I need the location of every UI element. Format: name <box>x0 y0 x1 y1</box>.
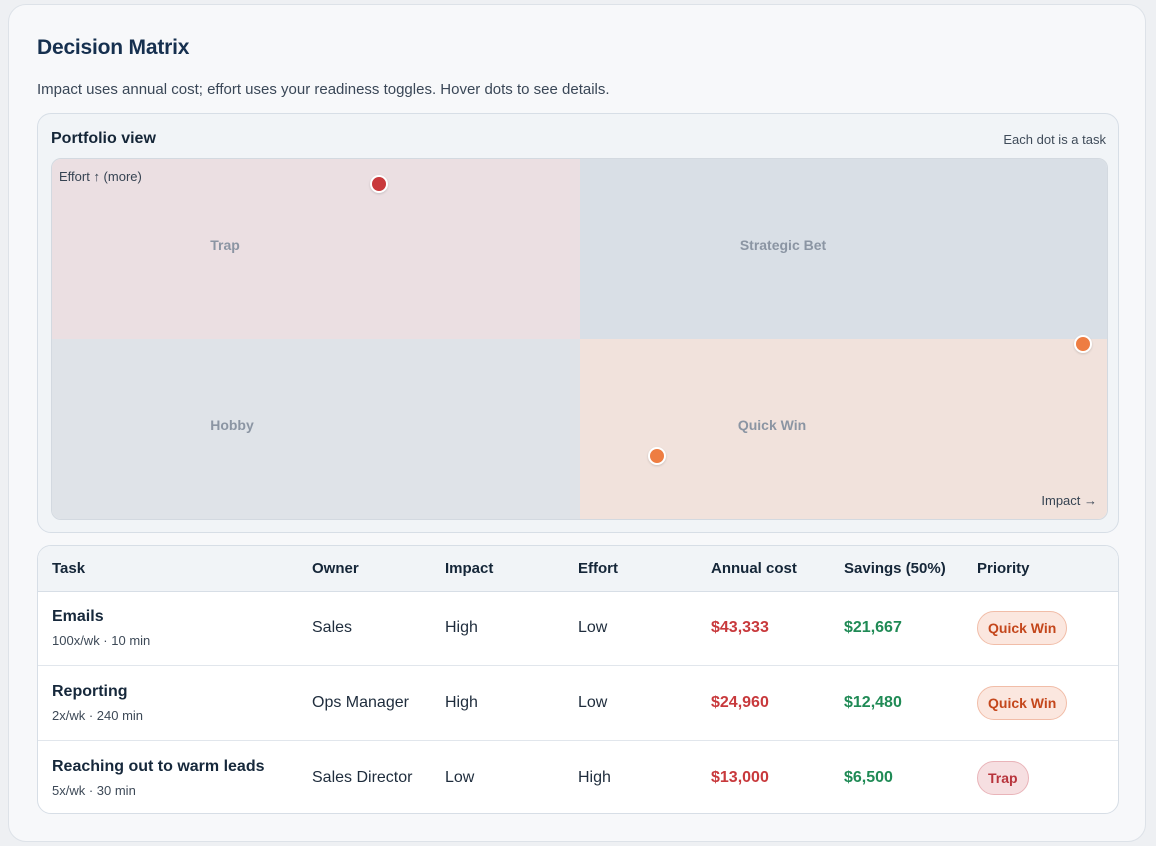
column-header-effort: Effort <box>564 546 697 592</box>
task-dot[interactable] <box>370 175 389 194</box>
savings-cell: $12,480 <box>844 693 902 711</box>
column-header-annual-cost: Annual cost <box>697 546 830 592</box>
task-cell: Emails 100x/wk · 10 min <box>38 591 298 666</box>
axis-x-label: Impact → <box>1041 493 1097 508</box>
task-name: Reaching out to warm leads <box>52 757 265 775</box>
column-header-task: Task <box>38 546 298 592</box>
page-title: Decision Matrix <box>37 36 190 59</box>
portfolio-note: Each dot is a task <box>1003 132 1106 147</box>
effort-cell: High <box>578 768 611 786</box>
priority-badge-quick-win: Quick Win <box>977 685 1068 720</box>
portfolio-title: Portfolio view <box>51 130 156 147</box>
savings-cell: $21,667 <box>844 619 902 637</box>
column-header-priority: Priority <box>963 546 1118 592</box>
owner-cell: Sales <box>312 619 353 637</box>
annual-cost-cell: $24,960 <box>711 693 769 711</box>
task-frequency: 5x/wk · 30 min <box>52 782 136 798</box>
quadrant-strategic-bet: Strategic Bet <box>580 159 1107 339</box>
task-table: Task Owner Impact Effort Annual cost Sav… <box>38 546 1118 813</box>
priority-matrix: Trap Strategic Bet Hobby Quick Win Effor… <box>51 158 1108 520</box>
owner-cell: Ops Manager <box>312 693 409 711</box>
effort-cell: Low <box>578 693 608 711</box>
impact-cell: High <box>445 693 478 711</box>
column-header-owner: Owner <box>298 546 431 592</box>
task-cell: Reporting 2x/wk · 240 min <box>38 666 298 741</box>
quadrant-label-hobby: Hobby <box>210 417 254 433</box>
priority-cell: Trap <box>963 740 1118 813</box>
quadrant-trap: Trap <box>52 159 580 339</box>
task-name: Emails <box>52 608 104 626</box>
page-subtitle: Impact uses annual cost; effort uses you… <box>37 81 610 98</box>
table-header-row: Task Owner Impact Effort Annual cost Sav… <box>38 546 1118 592</box>
column-header-savings: Savings (50%) <box>830 546 963 592</box>
task-frequency: 2x/wk · 240 min <box>52 707 144 723</box>
priority-cell: Quick Win <box>963 666 1118 741</box>
annual-cost-cell: $13,000 <box>711 768 769 786</box>
impact-cell: Low <box>445 768 475 786</box>
annual-cost-cell: $43,333 <box>711 619 769 637</box>
table-row[interactable]: Emails 100x/wk · 10 min Sales High Low $… <box>38 591 1118 666</box>
table-row[interactable]: Reaching out to warm leads 5x/wk · 30 mi… <box>38 740 1118 813</box>
task-cell: Reaching out to warm leads 5x/wk · 30 mi… <box>38 740 298 813</box>
effort-cell: Low <box>578 619 608 637</box>
axis-y-label: Effort ↑ (more) <box>59 169 142 184</box>
owner-cell: Sales Director <box>312 768 413 786</box>
task-table-container: Task Owner Impact Effort Annual cost Sav… <box>37 545 1119 814</box>
priority-badge-trap: Trap <box>977 760 1029 795</box>
quadrant-label-strategic-bet: Strategic Bet <box>739 237 827 253</box>
task-dot[interactable] <box>1073 335 1092 354</box>
portfolio-panel: Portfolio view Each dot is a task Trap S… <box>37 113 1119 533</box>
table-row[interactable]: Reporting 2x/wk · 240 min Ops Manager Hi… <box>38 666 1118 741</box>
impact-cell: High <box>445 619 478 637</box>
savings-cell: $6,500 <box>844 768 893 786</box>
quadrant-label-quick-win: Quick Win <box>737 417 807 433</box>
priority-badge-quick-win: Quick Win <box>977 611 1068 646</box>
priority-cell: Quick Win <box>963 591 1118 666</box>
task-name: Reporting <box>52 682 128 700</box>
decision-matrix-card: Decision Matrix Impact uses annual cost;… <box>8 4 1146 842</box>
quadrant-label-trap: Trap <box>210 237 240 253</box>
column-header-impact: Impact <box>431 546 564 592</box>
quadrant-quick-win: Quick Win <box>580 339 1107 519</box>
task-frequency: 100x/wk · 10 min <box>52 633 151 649</box>
task-dot[interactable] <box>647 447 666 465</box>
quadrant-hobby: Hobby <box>52 339 580 519</box>
